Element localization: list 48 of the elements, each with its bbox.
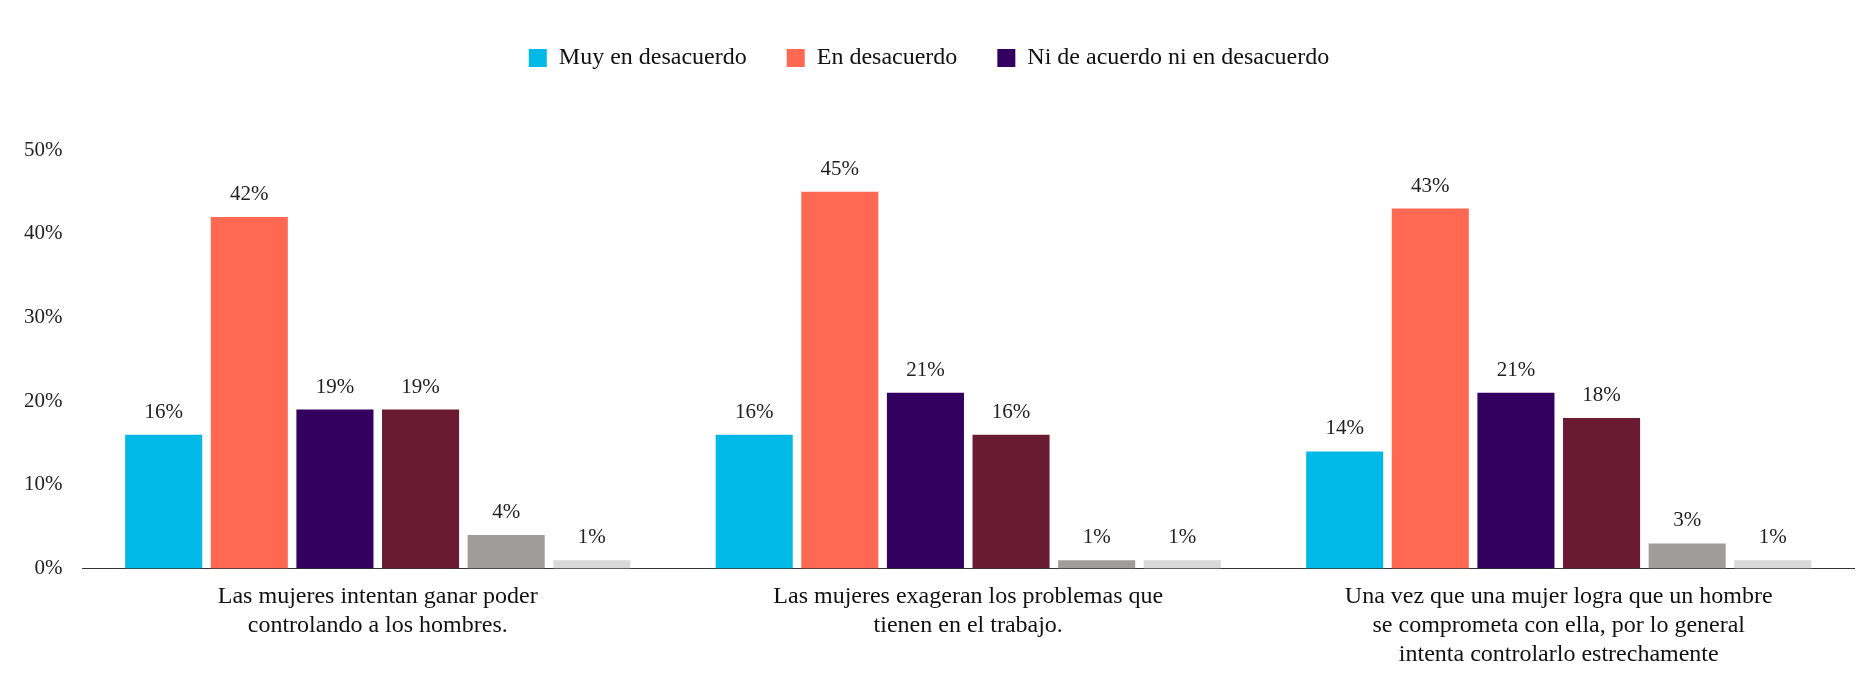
data-label: 21% [906,356,945,381]
bar [1477,392,1555,569]
data-label: 16% [144,398,183,423]
data-label: 1% [1168,524,1197,549]
data-label: 14% [1325,415,1364,440]
bar [715,434,793,569]
bar [210,216,288,569]
legend-label: Ni de acuerdo ni en desacuerdo [1027,43,1330,70]
bar [296,409,374,569]
x-tick-label: Las mujeres exageran los problemas que tienen en el trabajo. [773,582,1164,638]
data-label: 1% [577,524,606,549]
data-label: 21% [1496,356,1536,381]
y-tick-label: 10% [23,471,63,496]
bar [1143,560,1221,569]
data-label: 45% [820,155,860,180]
data-label: 3% [1673,507,1702,532]
bar [972,434,1050,569]
bar [886,392,964,569]
y-tick-label: 30% [23,303,63,328]
data-label: 4% [492,499,521,524]
y-tick-label: 0% [34,555,63,580]
y-tick-label: 20% [23,387,63,412]
data-label: 1% [1758,524,1787,549]
bar [801,191,879,569]
bar [1306,451,1384,569]
y-tick-label: 50% [23,136,63,161]
data-label: 43% [1411,172,1450,197]
bar [1734,560,1812,569]
bar [1563,417,1641,569]
y-tick-label: 40% [23,220,63,245]
bar [1391,208,1469,569]
legend-label: En desacuerdo [816,43,958,70]
bar [125,434,203,569]
bar [1058,560,1136,569]
data-label: 42% [230,180,269,205]
data-label: 18% [1582,381,1621,406]
data-label: 16% [991,398,1031,423]
data-label: 16% [734,398,774,423]
legend-label: Muy en desacuerdo [558,43,747,70]
bar [382,409,460,569]
bar [1648,543,1726,569]
x-tick-label: Una vez que una mujer logra que un hombre se comprometa con ella, por lo general intenta controlarlo estrechamente [1344,582,1773,666]
x-tick-label: Las mujeres intentan ganar poder controlando a los hombres. [217,582,538,638]
data-label: 19% [315,373,355,398]
data-label: 19% [401,373,440,398]
data-label: 1% [1082,524,1111,549]
bar [553,560,631,569]
bar [467,535,545,569]
